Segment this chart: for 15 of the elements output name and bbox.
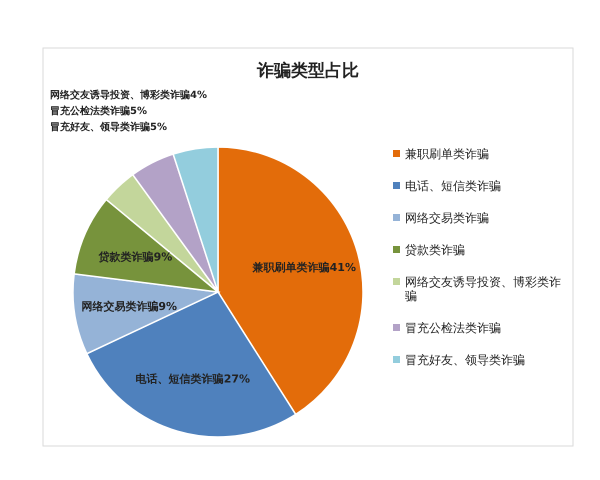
category-label: 网络交友诱导投资、博彩类诈骗4%	[50, 90, 207, 101]
category-label: 冒充公检法类诈骗5%	[50, 106, 147, 117]
chart-title: 诈骗类型占比	[256, 61, 359, 81]
legend-label: 网络交友诱导投资、博彩类诈骗	[405, 275, 561, 303]
category-label: 电话、短信类诈骗27%	[136, 372, 250, 386]
category-label: 网络交易类诈骗9%	[81, 300, 178, 314]
legend-label: 电话、短信类诈骗	[405, 179, 501, 193]
category-label: 兼职刷单类诈骗41%	[252, 260, 356, 274]
legend-label: 贷款类诈骗	[405, 243, 465, 257]
legend-label: 兼职刷单类诈骗	[405, 147, 489, 161]
legend-label: 网络交易类诈骗	[405, 211, 489, 225]
category-label: 冒充好友、领导类诈骗5%	[50, 122, 167, 133]
legend-label: 冒充公检法类诈骗	[405, 321, 501, 335]
category-label: 贷款类诈骗9%	[98, 250, 172, 264]
legend-label: 冒充好友、领导类诈骗	[405, 353, 525, 367]
